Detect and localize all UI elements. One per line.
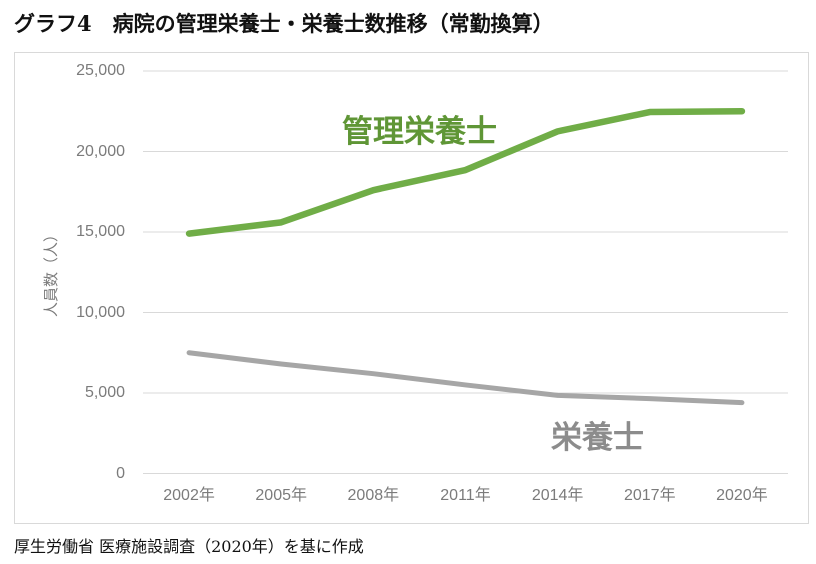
- y-tick-label: 20,000: [76, 142, 125, 160]
- series-label-eiyoshi: 栄養士: [551, 420, 644, 455]
- x-tick-label: 2005年: [255, 487, 307, 504]
- y-tick-label: 10,000: [76, 303, 125, 321]
- x-tick-label: 2014年: [531, 487, 584, 504]
- series-label-kanri-eiyoshi: 管理栄養士: [342, 114, 497, 149]
- y-tick-label: 5,000: [84, 384, 125, 401]
- y-tick-label: 15,000: [76, 223, 125, 240]
- x-tick-label: 2002年: [163, 487, 215, 504]
- y-tick-label: 25,000: [76, 62, 125, 79]
- x-tick-label: 2011年: [440, 487, 491, 504]
- x-tick-label: 2017年: [623, 487, 676, 504]
- y-tick-label: 0: [116, 464, 125, 482]
- x-tick-label: 2020年: [716, 487, 768, 504]
- source-note: 厚生労働省 医療施設調査（2020年）を基に作成: [14, 537, 364, 556]
- chart-title: グラフ4 病院の管理栄養士・栄養士数推移（常勤換算）: [14, 11, 554, 36]
- x-tick-label: 2008年: [347, 487, 400, 504]
